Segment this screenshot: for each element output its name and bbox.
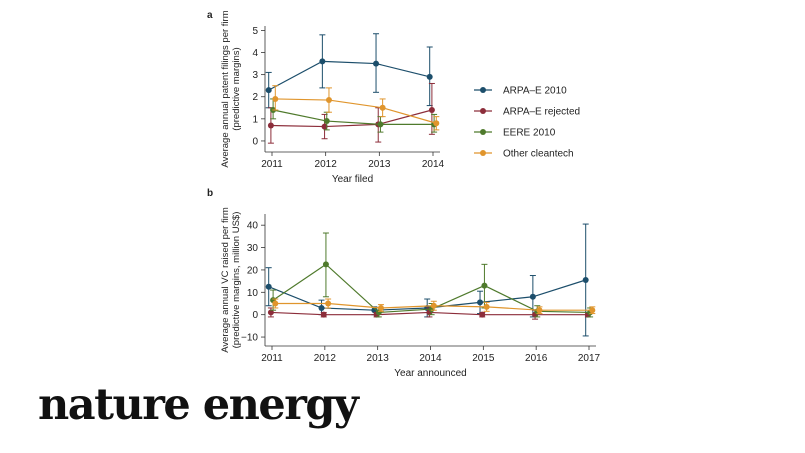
legend-label: Other cleantech bbox=[503, 149, 574, 160]
series-line bbox=[268, 60, 430, 91]
panel-label: a bbox=[207, 10, 213, 21]
x-tick-label: 2014 bbox=[422, 159, 445, 170]
series-line bbox=[270, 109, 433, 128]
y-axis-title: (predictive margins) bbox=[231, 47, 242, 130]
y-tick-label: 5 bbox=[252, 26, 258, 37]
chart-panel-a: a 0 1 2 3 4 5 2011 2012 2013 2014 Year filed Average… bbox=[207, 10, 580, 185]
legend-swatch-marker bbox=[480, 108, 486, 114]
series-line bbox=[272, 109, 435, 125]
x-tick-label: 2012 bbox=[314, 353, 337, 364]
data-point bbox=[433, 120, 440, 127]
x-tick-label: 2014 bbox=[419, 353, 442, 364]
x-tick-label: 2012 bbox=[315, 159, 338, 170]
data-point bbox=[430, 302, 437, 309]
series-other-cleantech bbox=[272, 85, 440, 131]
y-tick-label: 30 bbox=[247, 243, 259, 254]
legend-label: ARPA–E rejected bbox=[503, 107, 580, 118]
data-point bbox=[477, 299, 484, 306]
data-point bbox=[325, 300, 332, 307]
y-tick-label: 40 bbox=[247, 221, 259, 232]
series-arpa-e-rejected bbox=[267, 82, 435, 144]
data-point bbox=[265, 87, 272, 94]
legend: ARPA–E 2010 ARPA–E rejected EERE 2010 Other… bbox=[474, 86, 580, 160]
data-point bbox=[483, 303, 490, 310]
data-point bbox=[323, 118, 330, 125]
data-point bbox=[319, 58, 326, 65]
legend-swatch-marker bbox=[480, 87, 486, 93]
y-tick-label: 0 bbox=[252, 310, 258, 321]
data-point bbox=[589, 307, 596, 314]
y-tick-label: 0 bbox=[252, 136, 258, 147]
data-point bbox=[529, 293, 536, 300]
x-tick-label: 2013 bbox=[368, 159, 391, 170]
data-point bbox=[536, 307, 543, 314]
series-line bbox=[275, 98, 437, 124]
data-point bbox=[318, 304, 325, 311]
legend-swatch-marker bbox=[480, 150, 486, 156]
data-point bbox=[272, 300, 279, 307]
y-tick-label: 4 bbox=[252, 48, 258, 59]
data-point bbox=[379, 104, 386, 111]
data-point bbox=[267, 309, 274, 316]
legend-swatch-marker bbox=[480, 129, 486, 135]
data-point bbox=[320, 311, 327, 318]
data-point bbox=[377, 121, 384, 128]
legend-label: EERE 2010 bbox=[503, 128, 556, 139]
x-axis-title: Year filed bbox=[332, 174, 373, 185]
x-axis-title: Year announced bbox=[394, 368, 466, 379]
data-point bbox=[479, 311, 486, 318]
data-point bbox=[325, 97, 332, 104]
y-tick-label: 2 bbox=[252, 92, 258, 103]
y-tick-label: 10 bbox=[247, 288, 259, 299]
data-point bbox=[267, 122, 274, 129]
panel-label: b bbox=[207, 188, 213, 199]
y-tick-label: −10 bbox=[241, 333, 258, 344]
y-tick-label: 20 bbox=[247, 265, 259, 276]
data-point bbox=[321, 123, 328, 130]
x-tick-label: 2017 bbox=[578, 353, 601, 364]
y-tick-label: 3 bbox=[252, 70, 258, 81]
data-point bbox=[481, 282, 488, 289]
x-tick-label: 2016 bbox=[525, 353, 548, 364]
y-axis-title: Average annual VC raised per firm bbox=[220, 207, 231, 353]
x-tick-label: 2015 bbox=[472, 353, 495, 364]
series-other-cleantech bbox=[272, 298, 596, 315]
data-point bbox=[265, 283, 272, 290]
y-tick-label: 1 bbox=[252, 114, 258, 125]
x-tick-label: 2013 bbox=[367, 353, 390, 364]
x-tick-label: 2011 bbox=[261, 353, 283, 364]
data-point bbox=[322, 261, 329, 268]
x-tick-label: 2011 bbox=[261, 159, 283, 170]
y-axis-title: Average annual patent filings per firm bbox=[220, 10, 231, 167]
data-point bbox=[582, 277, 589, 283]
series-eere-2010 bbox=[270, 98, 438, 133]
data-point bbox=[373, 60, 380, 67]
series-arpa-e-2010 bbox=[265, 33, 433, 109]
chart-panel-b: b −10 0 10 20 30 40 2011 2012 2013 2014 2015 2016 201… bbox=[207, 188, 601, 379]
legend-label: ARPA–E 2010 bbox=[503, 86, 567, 97]
data-point bbox=[428, 107, 435, 113]
y-axis-title: (predictive margins, million US$) bbox=[231, 212, 242, 349]
journal-logo: nature energy bbox=[38, 380, 359, 430]
series-arpa-e-2010 bbox=[265, 223, 589, 337]
data-point bbox=[377, 304, 384, 311]
data-point bbox=[272, 95, 279, 102]
data-point bbox=[426, 73, 433, 80]
